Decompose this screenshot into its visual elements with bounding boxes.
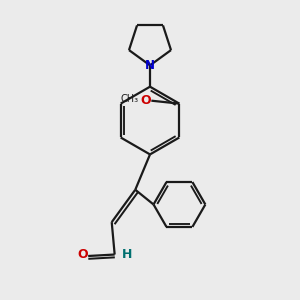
Text: H: H — [122, 248, 132, 261]
Text: N: N — [145, 59, 155, 72]
Text: O: O — [140, 94, 151, 107]
Text: O: O — [77, 248, 88, 261]
Text: CH₃: CH₃ — [120, 94, 138, 104]
